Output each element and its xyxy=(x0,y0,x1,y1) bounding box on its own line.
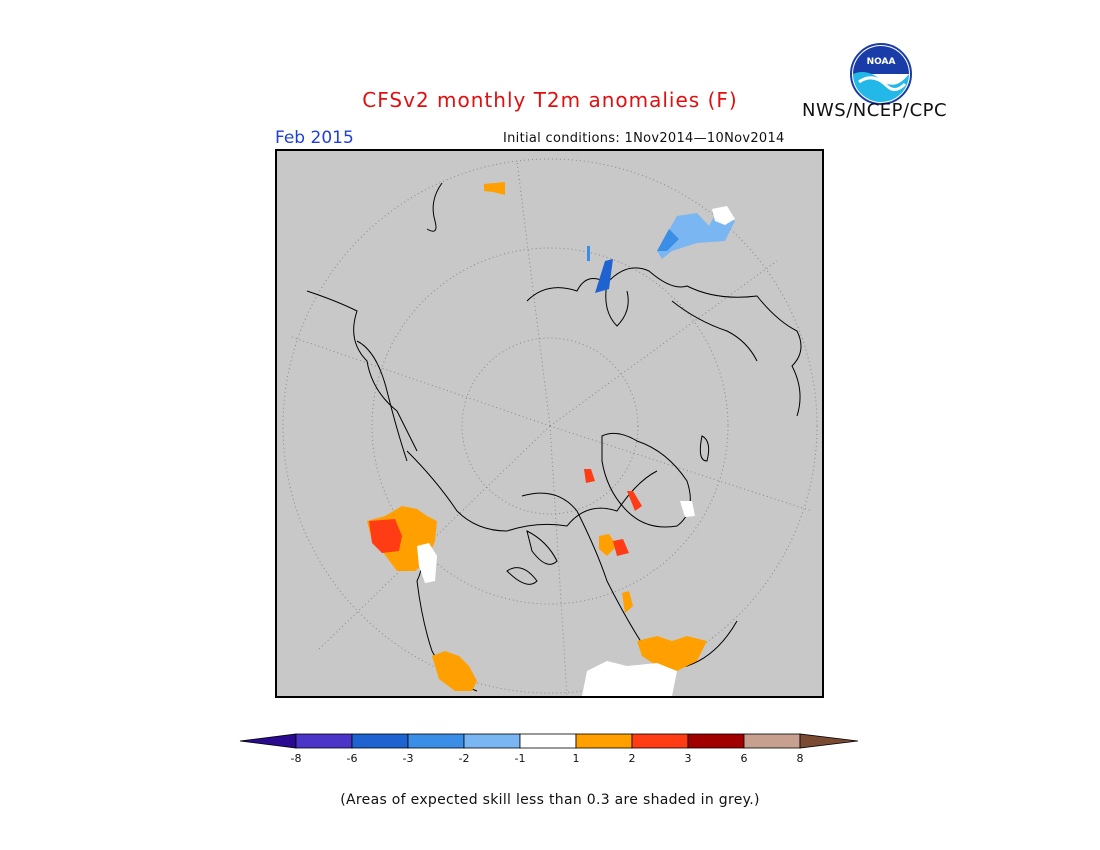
anomaly-patch-cold xyxy=(595,259,613,293)
coastline-island xyxy=(526,530,558,565)
meridians xyxy=(288,160,813,696)
legend-colorbar: -8 -6 -3 -2 -1 1 2 3 6 8 xyxy=(238,730,862,778)
anomaly-patch-hot xyxy=(584,469,595,483)
legend-swatch xyxy=(575,733,633,749)
anomaly-patch-neutral xyxy=(680,501,695,517)
legend-swatch xyxy=(519,733,577,749)
legend-swatch xyxy=(295,733,353,749)
coastline-island xyxy=(506,567,538,585)
coastline-asia-east xyxy=(306,290,418,452)
legend-tick-label: -8 xyxy=(291,752,302,765)
latitude-circle xyxy=(461,337,639,515)
legend-swatch xyxy=(687,733,745,749)
legend-tick-label: -3 xyxy=(403,752,414,765)
anomaly-patch-neutral-us xyxy=(582,661,677,696)
noaa-logo: NOAA xyxy=(849,42,913,110)
polar-map xyxy=(282,158,818,696)
legend-tick-label: 3 xyxy=(685,752,692,765)
legend-tick-label: 2 xyxy=(629,752,636,765)
legend-tick-label: 8 xyxy=(797,752,804,765)
anomaly-patch-warm-eastern-us xyxy=(637,636,707,671)
projection-boundary xyxy=(282,158,818,694)
legend-swatch xyxy=(631,733,689,749)
latitude-circle xyxy=(371,247,729,605)
anomaly-patch-hot-greenland xyxy=(627,491,642,511)
logo-text: NOAA xyxy=(867,57,896,67)
anomaly-patch-cool xyxy=(657,229,679,251)
anomaly-patch-warm xyxy=(622,591,633,613)
coastline-scandinavia xyxy=(605,282,629,327)
initial-conditions: Initial conditions: 1Nov2014—10Nov2014 xyxy=(503,131,785,146)
legend-swatch xyxy=(407,733,465,749)
legend-arrow-low xyxy=(239,733,297,749)
agency-label: NWS/NCEP/CPC xyxy=(802,100,948,121)
anomaly-patches xyxy=(367,182,735,696)
anomaly-patch-warm xyxy=(484,182,505,195)
legend-arrow-high xyxy=(799,733,859,749)
coastline-iceland xyxy=(699,435,710,462)
coastline-north xyxy=(426,182,443,232)
anomaly-patch-warm-pacific xyxy=(432,651,477,691)
coastline-kamchatka xyxy=(356,340,408,462)
legend-tick-label: 6 xyxy=(741,752,748,765)
anomaly-patch-neutral xyxy=(417,543,437,583)
coastline-eurasia xyxy=(526,267,802,417)
anomaly-patch-neutral xyxy=(712,206,735,225)
legend-tick-label: -2 xyxy=(459,752,470,765)
legend-swatch xyxy=(743,733,801,749)
legend-swatch xyxy=(351,733,409,749)
coastlines xyxy=(306,182,802,692)
legend-tick-label: -6 xyxy=(347,752,358,765)
legend-tick-label: -1 xyxy=(515,752,526,765)
anomaly-patch-warm-canada xyxy=(599,534,617,556)
coastline-arctic xyxy=(406,450,658,532)
footnote: (Areas of expected skill less than 0.3 a… xyxy=(340,792,760,808)
forecast-month: Feb 2015 xyxy=(275,128,354,148)
anomaly-patch-hot-canada xyxy=(613,539,629,556)
anomaly-patch-hot-alaska xyxy=(369,519,402,553)
legend-swatch xyxy=(463,733,521,749)
coastline-russia-west xyxy=(671,300,758,362)
map-panel xyxy=(275,149,824,698)
anomaly-patch-cool xyxy=(587,246,590,261)
legend-tick-label: 1 xyxy=(573,752,580,765)
anomaly-patch-cool xyxy=(657,211,735,259)
coastline-north-america-east xyxy=(521,492,738,668)
chart-title: CFSv2 monthly T2m anomalies (F) xyxy=(362,88,738,112)
